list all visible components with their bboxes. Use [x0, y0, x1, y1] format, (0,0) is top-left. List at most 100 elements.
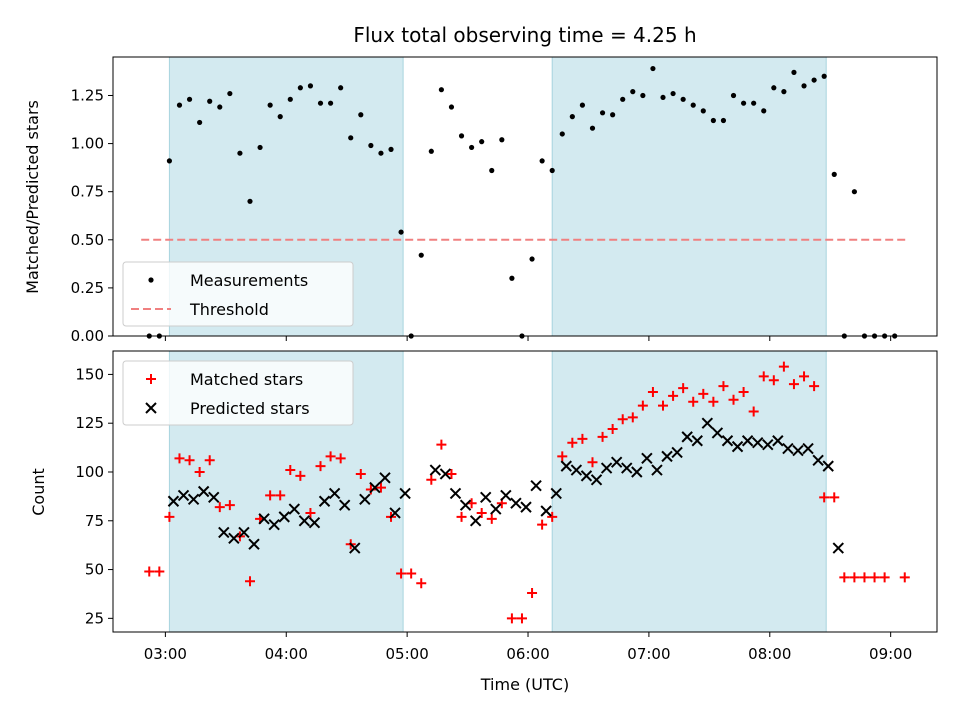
measurement-point — [569, 114, 575, 120]
bottom-panel: 03:00 04:00 05:00 06:00 07:00 08:00 09:00 25 50… — [29, 350, 938, 663]
top-panel: 0.00 0.25 0.50 0.75 1.00 1.25 Matched/Predict… — [23, 56, 938, 345]
predicted-star-point — [248, 538, 260, 550]
measurement-point — [680, 96, 686, 102]
predicted-star-point — [802, 442, 814, 455]
measurement-point — [176, 102, 183, 108]
measurement-point — [428, 148, 434, 154]
matched-star-point — [547, 511, 558, 522]
matched-star-point — [224, 500, 235, 511]
matched-star-point — [567, 437, 578, 448]
predicted-star-point — [600, 462, 613, 474]
legend-label: Measurements — [190, 271, 308, 290]
predicted-star-point — [762, 438, 774, 451]
predicted-star-point — [641, 452, 653, 465]
predicted-star-point — [429, 464, 442, 476]
matched-star-point — [174, 453, 185, 464]
matched-star-point — [486, 513, 497, 524]
matched-star-point — [879, 572, 890, 583]
matched-star-point — [315, 461, 326, 472]
matched-star-point — [728, 394, 739, 405]
bottom-shaded-interval — [551, 350, 827, 633]
predicted-star-point — [349, 542, 361, 554]
matched-star-point — [839, 572, 850, 583]
bottom-y-axis-label: Count — [29, 468, 48, 516]
measurement-point — [821, 73, 827, 79]
measurement-point — [630, 89, 636, 95]
matched-star-point — [305, 507, 316, 518]
predicted-star-point — [741, 435, 754, 447]
predicted-star-point — [751, 437, 764, 449]
top-y-tick-label: 0.25 — [71, 279, 104, 297]
measurement-point — [610, 112, 616, 118]
matched-star-point — [164, 511, 175, 522]
measurement-point — [710, 117, 716, 124]
x-tick-label: 03:00 — [144, 645, 187, 663]
predicted-star-point — [540, 505, 552, 517]
predicted-star-point — [772, 435, 784, 447]
measurement-point — [640, 92, 646, 99]
measurement-point — [297, 85, 303, 91]
predicted-star-point — [318, 495, 331, 507]
matched-star-point — [809, 381, 820, 392]
matched-star-point — [577, 433, 588, 444]
predicted-star-point — [812, 454, 824, 466]
matched-star-point — [627, 412, 638, 423]
x-tick-label: 07:00 — [627, 645, 670, 663]
measurement-point — [549, 167, 555, 174]
matched-star-point — [335, 453, 346, 464]
measurement-point — [368, 142, 374, 149]
measurement-point — [670, 90, 676, 97]
predicted-star-point — [610, 456, 623, 468]
matched-star-point — [537, 519, 548, 530]
legend-matched-swatch — [146, 374, 156, 384]
x-tick-label: 05:00 — [386, 645, 429, 663]
x-axis-label: Time (UTC) — [480, 675, 569, 694]
predicted-star-point — [490, 503, 502, 515]
measurement-point — [358, 112, 364, 118]
measurement-point — [307, 83, 314, 89]
matched-star-point — [768, 375, 779, 386]
predicted-star-point — [258, 513, 270, 525]
measurement-point — [761, 108, 767, 114]
bottom-y-tick-label: 75 — [85, 512, 104, 530]
predicted-star-point — [590, 474, 603, 486]
predicted-star-point — [530, 479, 542, 492]
predicted-star-point — [792, 444, 804, 457]
predicted-star-point — [721, 435, 734, 447]
measurement-point — [539, 158, 545, 164]
predicted-star-point — [822, 460, 834, 472]
predicted-star-point — [500, 489, 512, 502]
top-y-tick-label: 0.00 — [71, 327, 104, 345]
matched-star-point — [758, 371, 769, 382]
matched-star-point — [184, 455, 195, 466]
matched-star-point — [557, 451, 568, 462]
matched-star-point — [406, 568, 417, 579]
matched-star-point — [859, 572, 870, 583]
bottom-panel-frame — [112, 350, 938, 633]
matched-star-point — [708, 396, 719, 407]
top-y-tick-label: 1.25 — [71, 86, 104, 104]
matched-star-point — [819, 492, 830, 503]
measurement-point — [317, 100, 324, 106]
predicted-star-point — [621, 462, 633, 474]
measurement-point — [771, 85, 777, 91]
measurement-point — [579, 102, 586, 108]
predicted-star-point — [439, 468, 452, 480]
matched-star-point — [607, 424, 618, 435]
matched-star-point — [446, 468, 457, 479]
predicted-star-point — [238, 526, 250, 539]
matched-star-point — [295, 470, 306, 481]
matched-star-point — [355, 468, 366, 479]
measurement-point — [327, 100, 334, 106]
matched-star-point — [617, 414, 628, 425]
predicted-star-point — [691, 435, 703, 447]
matched-star-point — [244, 576, 255, 587]
measurement-point — [781, 89, 787, 95]
predicted-star-point — [308, 517, 321, 529]
bottom-y-tick-label: 25 — [85, 609, 104, 627]
measurement-point — [398, 229, 404, 235]
matched-star-point — [436, 439, 447, 450]
matched-star-point — [204, 455, 215, 466]
measurement-point — [529, 256, 535, 262]
